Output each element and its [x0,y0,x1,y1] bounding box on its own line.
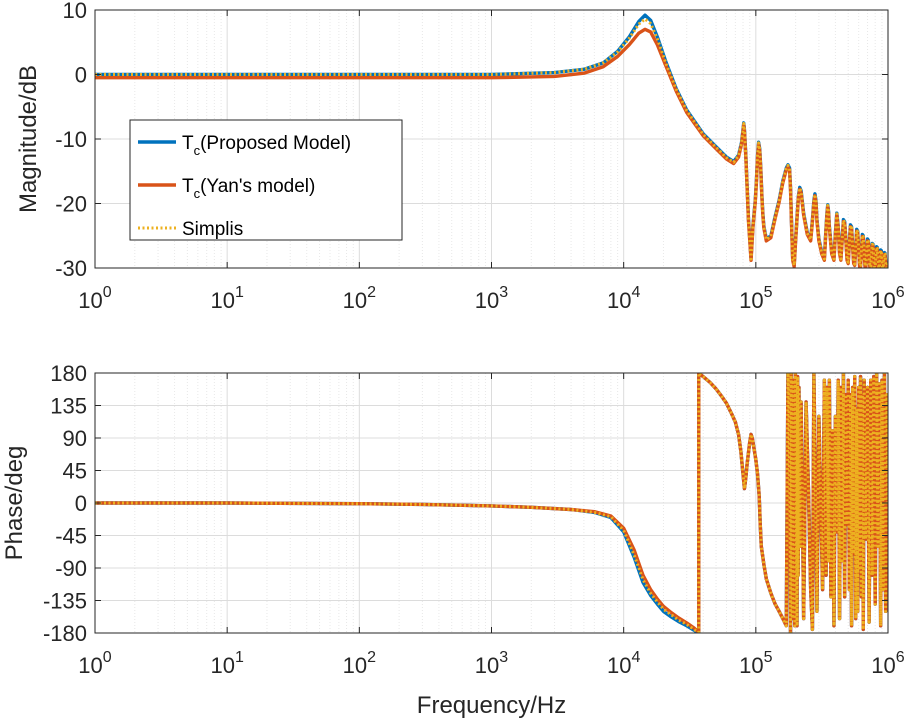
y-tick-label: 45 [63,459,87,484]
legend-entry-label: Simplis [182,219,243,240]
x-tick-label: 101 [210,649,243,678]
magnitude-panel: 100 101 102 103 104 105 106100-10-20-30Magnitu… [15,0,905,313]
y-tick-label: 10 [63,0,87,23]
series-group [95,373,888,633]
x-tick-label: 100 [78,284,111,313]
series-line-3 [95,373,888,633]
y-tick-label: -135 [43,589,87,614]
series-group [95,13,888,268]
x-tick-label: 104 [607,284,640,313]
y-tick-label: 90 [63,426,87,451]
y-tick-label: -90 [55,556,87,581]
legend-box [129,119,403,241]
x-tick-label: 102 [343,649,376,678]
y-tick-label: -180 [43,621,87,646]
y-tick-label: -45 [55,524,87,549]
y-tick-label: 0 [75,63,87,88]
x-tick-label: 105 [739,284,772,313]
legend: Tc(Proposed Model) Tc(Yan's model) Simplis [129,119,403,241]
x-tick-label: 101 [210,284,243,313]
phase-panel: 100 101 102 103 104 105 106 180 135 90 45 0 -45 -90 -1… [1,361,905,719]
y-tick-label: 180 [50,361,87,386]
series-line-3 [95,17,888,268]
y-axis-label: Magnitude/dB [15,65,42,213]
x-tick-label: 104 [607,649,640,678]
y-tick-label: 135 [50,394,87,419]
x-tick-label: 106 [871,649,904,678]
x-axis-label: Frequency/Hz [417,692,566,719]
y-tick-label: -10 [55,127,87,152]
x-tick-label: 103 [475,649,508,678]
x-tick-label: 102 [343,284,376,313]
x-tick-label: 106 [871,284,904,313]
legend-entry-label: Tc(Yan's model) [182,176,315,201]
y-tick-label: -20 [55,192,87,217]
x-tick-label: 100 [78,649,111,678]
legend-entry-label: Tc(Proposed Model) [182,133,351,158]
x-tick-label: 103 [475,284,508,313]
y-tick-label: -30 [55,256,87,281]
y-tick-label: 0 [75,491,87,516]
y-axis-label: Phase/deg [1,446,28,561]
x-tick-label: 105 [739,649,772,678]
